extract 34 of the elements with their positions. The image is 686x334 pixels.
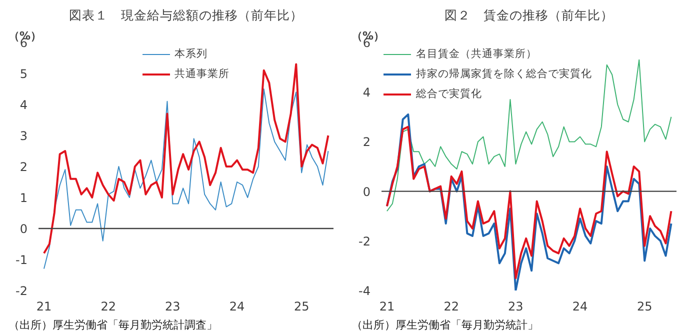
y-tick-label: 2 — [20, 160, 28, 174]
x-tick-label: 21 — [36, 300, 52, 314]
y-tick-label: -4 — [358, 284, 371, 298]
y-tick-label: -2 — [16, 284, 28, 298]
x-tick-label: 21 — [379, 300, 395, 314]
x-tick-label: 24 — [229, 300, 245, 314]
x-tick-label: 22 — [100, 300, 116, 314]
y-tick-label: 0 — [362, 184, 371, 199]
chart-title: 図表１ 現金給与総額の推移（前年比） — [69, 8, 303, 22]
x-tick-label: 22 — [444, 300, 459, 314]
x-tick-label: 23 — [508, 300, 524, 314]
legend-label: 本系列 — [174, 47, 208, 61]
y-tick-label: 4 — [362, 86, 371, 100]
legend-label: 総合で実質化 — [416, 87, 482, 101]
x-tick-label: 24 — [572, 300, 588, 314]
chart-title: 図２ 賃金の推移（前年比） — [444, 8, 614, 22]
y-tick-label: 3 — [20, 129, 28, 143]
y-tick-label: 1 — [20, 191, 28, 205]
x-tick-label: 25 — [636, 300, 652, 314]
x-tick-label: 23 — [165, 300, 180, 314]
legend-label: 共通事業所 — [174, 67, 230, 81]
y-tick-label: 2 — [362, 135, 371, 150]
legend-label: 名目賃金（共通事業所） — [416, 47, 537, 61]
y-tick-label: 5 — [20, 67, 28, 81]
legend-label: 持家の帰属家賃を除く総合で実質化 — [416, 67, 592, 81]
line-series — [386, 59, 672, 212]
y-tick-label: -1 — [16, 253, 28, 267]
y-tick-label: -2 — [358, 234, 371, 248]
text: （出所）厚生労働省「毎月勤労統計」 — [352, 318, 538, 332]
x-tick-label: 25 — [294, 300, 310, 314]
line-series — [42, 63, 330, 254]
text: （出所）厚生労働省「毎月勤労統計調査」 — [8, 318, 218, 332]
y-tick-label: 4 — [20, 98, 28, 112]
y-tick-label: 0 — [20, 222, 28, 236]
